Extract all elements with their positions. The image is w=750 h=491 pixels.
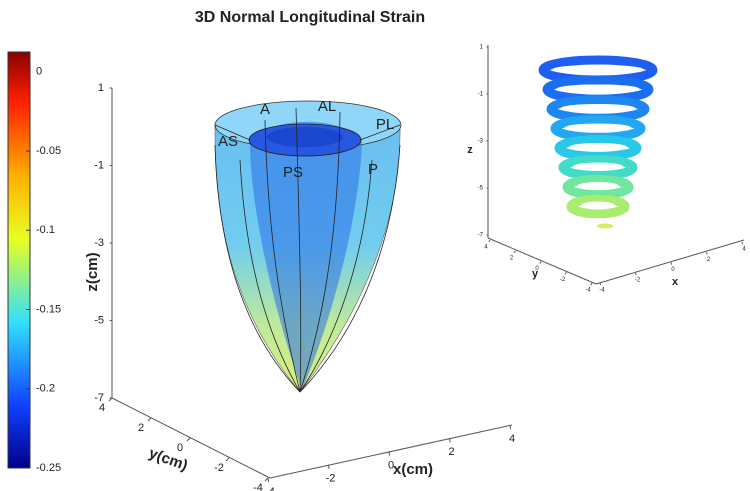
tick-mark [590,282,593,286]
tick-label: -2 [560,277,566,283]
colorbar-tick-label: 0 [36,66,42,78]
segment-label: PS [283,164,303,181]
colorbar-tick-label: -0.25 [36,462,61,474]
tick-label: 1 [480,45,484,51]
tick-label: -3 [94,237,104,249]
segment-label: AS [218,133,238,150]
tick-mark [449,438,451,443]
tick-mark [108,397,113,402]
tick-label: -3 [478,139,484,145]
inset-y-label: y [532,268,539,280]
colorbar-tick-label: -0.2 [36,383,55,395]
tick-label: -5 [94,314,104,326]
tick-mark [186,437,191,442]
inset-rings [538,55,658,229]
tick-label: 1 [98,82,104,94]
ring-hole [557,84,639,93]
tick-label: -1 [94,159,104,171]
tick-label: -5 [478,186,484,192]
tick-mark [328,464,330,470]
tick-mark [599,282,602,286]
tick-label: -2 [326,473,336,485]
tick-mark [147,417,152,422]
tick-label: -4 [265,486,275,491]
tick-mark [513,250,516,254]
ring-hole [565,123,631,132]
tick-label: 2 [448,446,454,458]
tick-mark [264,477,269,482]
tick-mark [225,457,230,462]
colorbar-tick-label: -0.05 [36,145,61,157]
tick-mark [670,262,673,265]
tick-mark [741,241,744,245]
heart-surface [214,100,402,393]
x-axis-label: x(cm) [393,461,433,478]
colorbar [7,51,31,469]
ring [562,174,634,200]
tick-mark [388,451,391,456]
tick-label: 4 [509,433,515,445]
inset-z-label: z [467,144,473,156]
tick-mark [539,261,542,264]
ring-hole [577,182,619,190]
colorbar-tick-label: -0.15 [36,303,61,315]
ring [566,194,630,219]
tick-label: -1 [478,92,484,98]
tick-label: 4 [742,247,746,253]
tick-label: 2 [510,255,514,261]
ring-hole [573,162,623,171]
tick-label: 0 [177,442,183,454]
tick-mark [564,272,567,275]
ring-hole [569,143,627,151]
ring-hole [553,65,643,73]
tick-label: -2 [214,462,224,474]
tick-label: 2 [138,422,144,434]
tick-label: -4 [585,288,591,294]
segment-label: P [368,161,378,178]
tick-mark [635,272,637,275]
segment-label: A [260,101,270,118]
colorbar-tick-label: -0.1 [36,224,55,236]
ring-hole [581,201,615,210]
tick-label: 4 [484,245,488,251]
tick-label: 0 [671,267,675,273]
title: 3D Normal Longitudinal Strain [195,9,425,26]
inset-x-label: x [672,276,679,288]
tick-label: 0 [388,459,394,471]
tick-label: -4 [253,482,263,491]
tick-label: -2 [635,277,641,283]
tick-label: 2 [707,257,711,263]
y-axis-label: y(cm) [146,445,189,475]
tick-label: 4 [99,402,105,414]
tick-mark [488,239,491,243]
z-axis-label: z(cm) [84,252,101,291]
tick-mark [267,477,270,483]
tick-label: -7 [94,392,104,404]
segment-label: PL [376,116,394,133]
tick-label: 0 [535,266,539,272]
tick-mark [509,424,512,430]
tick-label: -7 [478,233,484,239]
tick-label: -4 [599,288,605,294]
ring-hole [561,104,635,112]
tick-mark [706,252,708,255]
ring [597,223,613,229]
segment-label: AL [318,98,336,115]
